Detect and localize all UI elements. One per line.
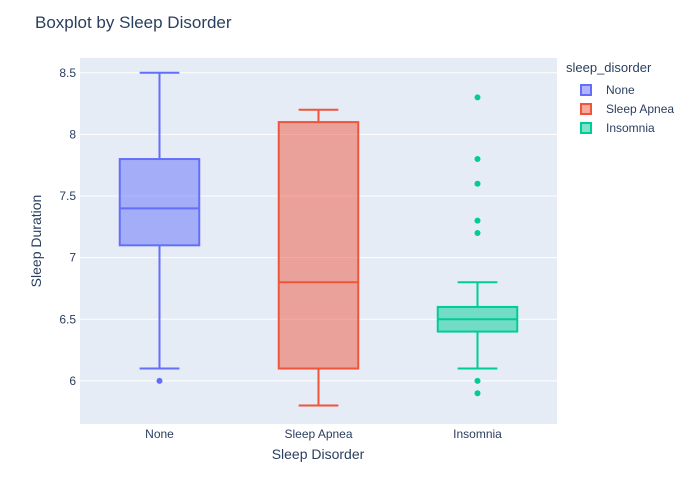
y-tick-label: 8 [69, 127, 76, 141]
outlier-point [156, 377, 163, 384]
box-iqr [277, 121, 360, 370]
legend-swatch-sleep-apnea [580, 102, 592, 115]
outlier-point [474, 390, 481, 397]
y-tick-label: 6 [69, 374, 76, 388]
axis-ticks: 6 6.5 7 7.5 8 8.5 None Sleep Apnea Insomnia [59, 66, 502, 441]
y-axis-title-wrap: Sleep Duration [26, 58, 46, 424]
x-axis-title: Sleep Disorder [271, 446, 365, 462]
outlier-point [474, 377, 481, 384]
y-tick-label: 7.5 [59, 189, 76, 203]
legend-label: Sleep Apnea [606, 101, 675, 116]
box-trace [118, 71, 201, 384]
outlier-point [474, 217, 481, 224]
legend-label: None [606, 82, 635, 97]
y-tick-label: 7 [69, 251, 76, 265]
outlier-point [474, 156, 481, 163]
outlier-point [474, 229, 481, 236]
legend-swatch-none [580, 83, 592, 96]
legend-title: sleep_disorder [566, 60, 652, 75]
legend-label: Insomnia [606, 120, 655, 135]
box-trace [277, 108, 360, 407]
legend-item-insomnia[interactable]: Insomnia [566, 118, 696, 137]
box-trace [436, 94, 519, 397]
legend-item-sleep-apnea[interactable]: Sleep Apnea [566, 99, 696, 118]
outlier-point [474, 94, 481, 101]
box-traces [118, 71, 519, 407]
y-tick-label: 6.5 [59, 312, 76, 326]
x-tick-label: None [145, 427, 174, 441]
legend: sleep_disorder None Sleep Apnea Insomnia [566, 60, 696, 137]
legend-item-none[interactable]: None [566, 80, 696, 99]
outlier-point [474, 180, 481, 187]
chart-title: Boxplot by Sleep Disorder [35, 13, 232, 32]
x-tick-label: Insomnia [453, 427, 502, 441]
y-axis-title: Sleep Duration [28, 194, 44, 288]
y-tick-label: 8.5 [59, 66, 76, 80]
box-iqr [118, 158, 201, 247]
legend-swatch-insomnia [580, 121, 592, 134]
x-tick-label: Sleep Apnea [284, 427, 352, 441]
